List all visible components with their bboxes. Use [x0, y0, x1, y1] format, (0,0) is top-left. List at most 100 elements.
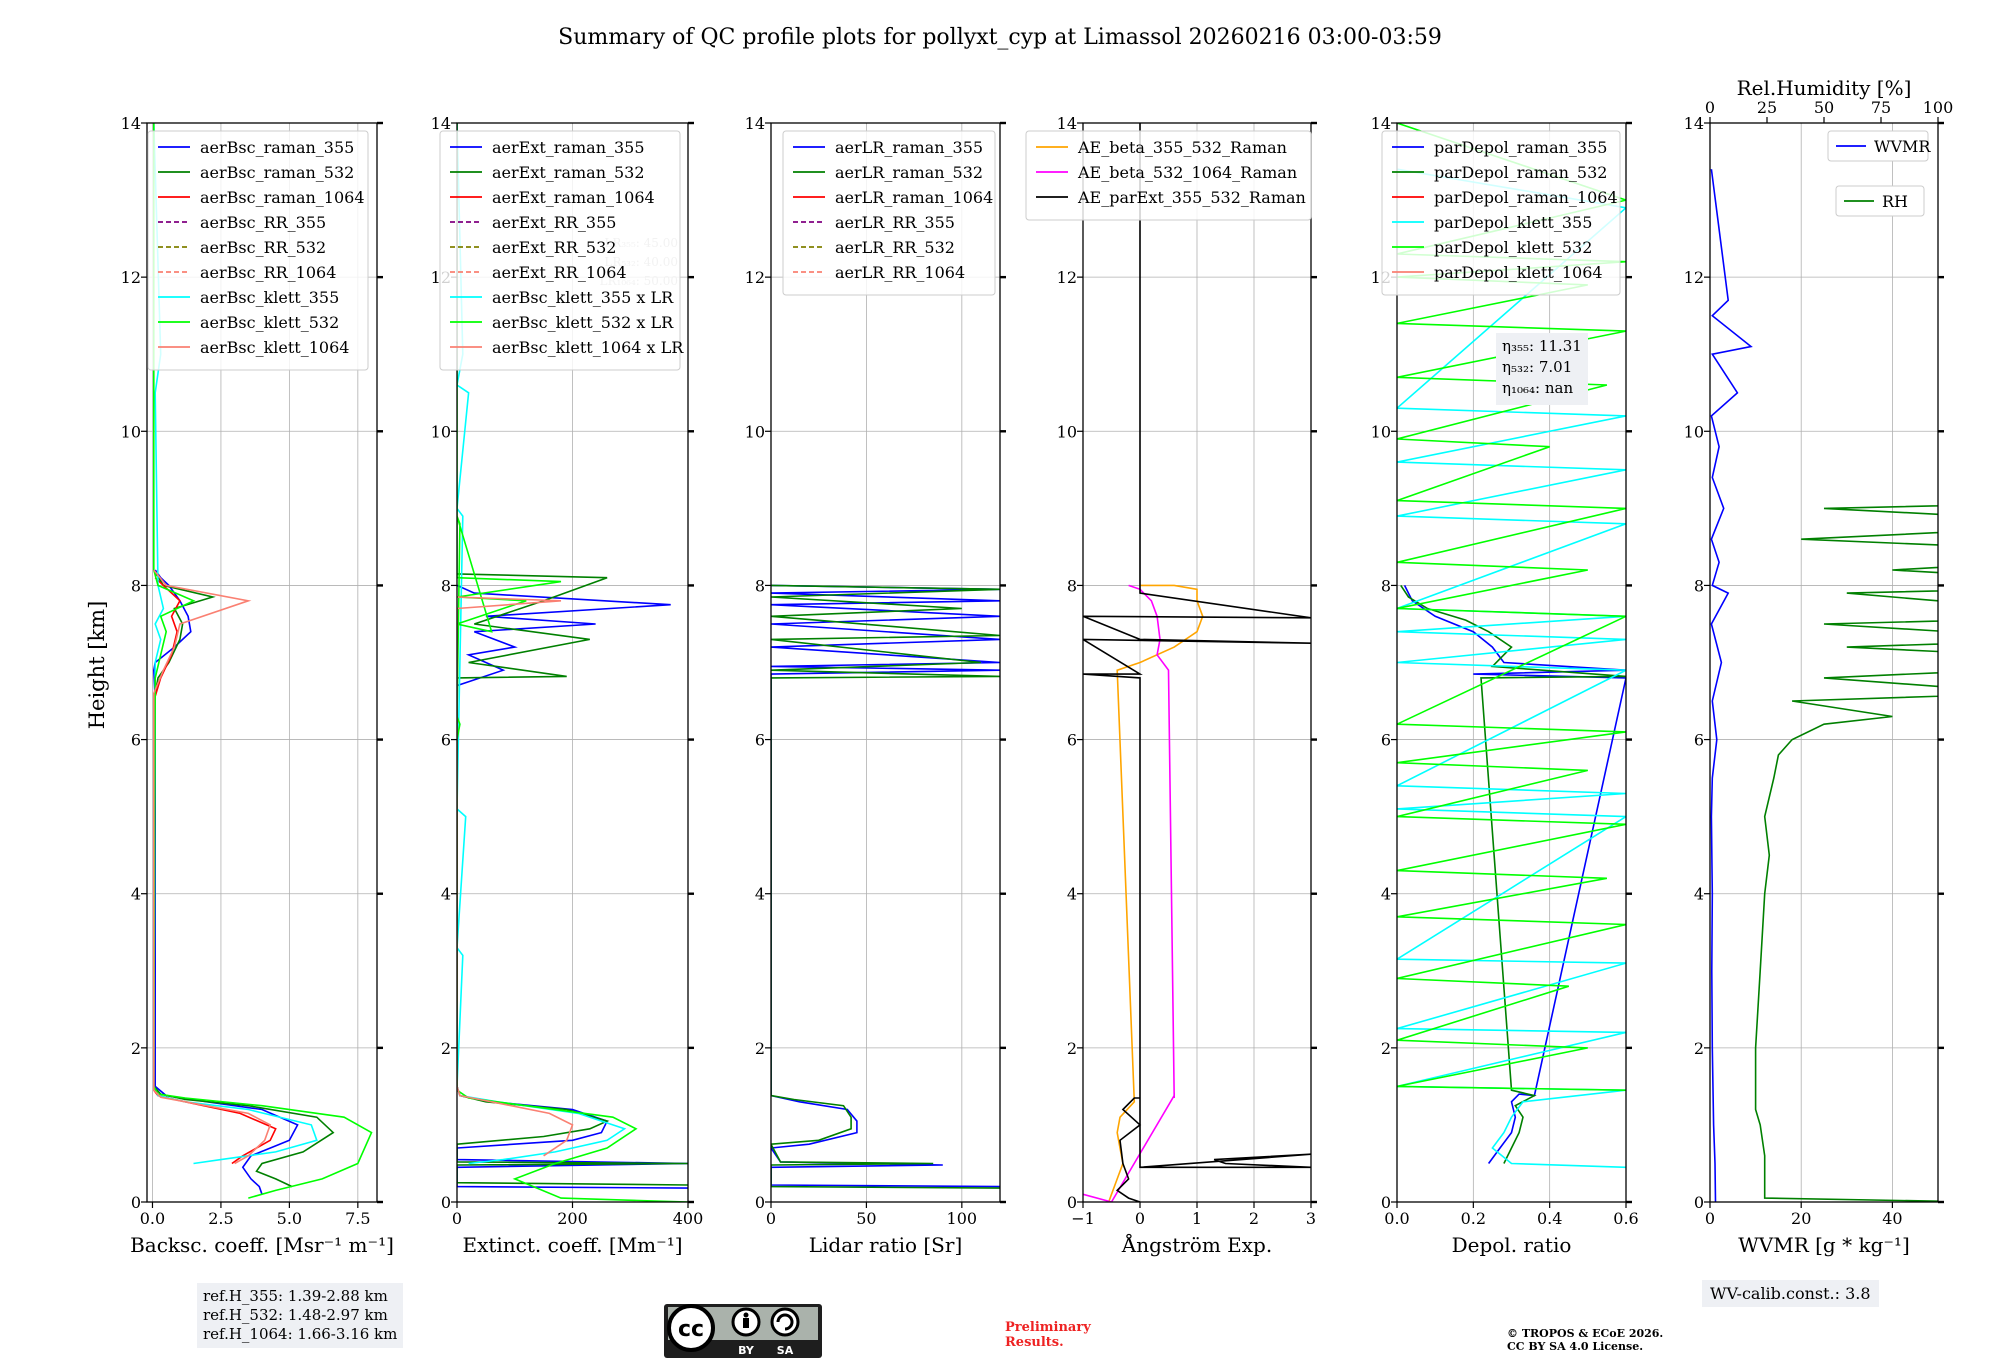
- legend-label: aerExt_raman_532: [492, 163, 645, 182]
- axes-frame: [146, 122, 378, 1203]
- x-axis-label: Backsc. coeff. [Msr⁻¹ m⁻¹]: [130, 1233, 394, 1257]
- panel-lidar_ratio: 0 2 4 6 8 10 12 14 0 50 100 Lidar ratio [Sr] aerLR_r…: [745, 114, 1006, 1257]
- x-tick-label: 0.0: [140, 1209, 165, 1228]
- legend-label: parDepol_raman_1064: [1434, 188, 1618, 207]
- series-aerBsc_klett_355 x LR: [457, 123, 627, 1165]
- legend-label: aerBsc_klett_1064: [200, 338, 349, 357]
- x-tick-label: 7.5: [345, 1209, 370, 1228]
- legend-label: aerBsc_klett_532 x LR: [492, 313, 674, 332]
- legend-label: parDepol_raman_355: [1434, 138, 1607, 157]
- ref-height-1064: ref.H_1064: 1.66-3.16 km: [203, 1325, 398, 1343]
- y-tick-label: 8: [441, 576, 451, 595]
- x-axis-label: WVMR [g * kg⁻¹]: [1738, 1233, 1910, 1257]
- series-aerBsc_klett_1064 x LR: [457, 596, 574, 1157]
- axes-frame: [1396, 122, 1627, 1203]
- y-tick-label: 0: [1067, 1193, 1077, 1212]
- legend-label: RH: [1882, 192, 1908, 211]
- legend-label: AE_parExt_355_532_Raman: [1077, 188, 1306, 207]
- series-AE_beta_355_532_Raman: [1107, 584, 1204, 1202]
- legend-box: [1025, 130, 1312, 221]
- legend-label: aerBsc_RR_1064: [200, 263, 336, 282]
- y-tick-label: 10: [745, 422, 765, 441]
- x-tick-label: 1: [1192, 1209, 1202, 1228]
- y-tick-label: 14: [1371, 114, 1391, 133]
- x-tick-label: 0.2: [1461, 1209, 1486, 1228]
- series-aerBsc_klett_1064: [153, 569, 272, 1165]
- y-tick-label: 0: [755, 1193, 765, 1212]
- y-tick-label: 2: [441, 1039, 451, 1058]
- x-tick-label: 400: [673, 1209, 704, 1228]
- x-tick-label: 2.5: [208, 1209, 233, 1228]
- y-tick-label: 0: [441, 1193, 451, 1212]
- svg-text:cc: cc: [678, 1317, 704, 1342]
- legend-label: aerExt_raman_1064: [492, 188, 655, 207]
- x-tick-label: 2: [1249, 1209, 1259, 1228]
- top-x-tick-label: 25: [1757, 98, 1777, 117]
- legend-label: aerLR_raman_355: [835, 138, 983, 157]
- legend-label: aerLR_RR_1064: [835, 263, 965, 282]
- cc-sa-label: SA: [777, 1344, 794, 1357]
- legend-box: [439, 130, 681, 371]
- series-parDepol_raman_355: [1403, 585, 1626, 1164]
- y-tick-label: 0: [131, 1193, 141, 1212]
- y-axis-label: Height [km]: [85, 601, 109, 730]
- eta-label: η₁₀₆₄: nan: [1502, 379, 1573, 397]
- series-AE_parExt_355_532_Raman: [1083, 123, 1311, 1202]
- legend-label: aerBsc_raman_355: [200, 138, 354, 157]
- x-tick-label: 0.0: [1384, 1209, 1409, 1228]
- top-x-tick-label: 0: [1705, 98, 1715, 117]
- y-tick-label: 4: [441, 885, 451, 904]
- y-tick-label: 6: [1381, 731, 1391, 750]
- x-tick-label: 50: [856, 1209, 876, 1228]
- series-aerExt_raman_532: [457, 573, 688, 1186]
- series-aerLR_raman_532: [771, 584, 1000, 1189]
- top-x-axis-label: Rel.Humidity [%]: [1737, 76, 1912, 100]
- x-tick-label: 0.4: [1537, 1209, 1562, 1228]
- y-tick-label: 12: [1057, 268, 1077, 287]
- wv-calibration-box: WV-calib.const.: 3.8: [1702, 1280, 1879, 1307]
- y-tick-label: 4: [1067, 885, 1077, 904]
- x-tick-label: 200: [557, 1209, 588, 1228]
- y-tick-label: 6: [755, 731, 765, 750]
- legend-label: aerExt_RR_1064: [492, 263, 627, 282]
- panel-backscatter: 0 2 4 6 8 10 12 14 0.0 2.5 5.0 7.5 Backsc. coeff. [M…: [121, 114, 394, 1257]
- ref-height-355: ref.H_355: 1.39-2.88 km: [203, 1287, 388, 1305]
- legend-label: aerLR_raman_532: [835, 163, 983, 182]
- x-tick-label: 0: [452, 1209, 462, 1228]
- eta-label: η₅₃₂: 7.01: [1502, 358, 1572, 376]
- y-tick-label: 6: [441, 731, 451, 750]
- eta-box: [1496, 333, 1588, 405]
- ref-height-532: ref.H_532: 1.48-2.97 km: [203, 1306, 388, 1324]
- copyright-line-1: © TROPOS & ECoE 2026.: [1507, 1327, 1664, 1340]
- y-tick-label: 8: [131, 576, 141, 595]
- x-tick-label: 0: [1135, 1209, 1145, 1228]
- y-tick-label: 10: [1371, 422, 1391, 441]
- series-group: [771, 584, 1000, 1189]
- legend-label: aerExt_raman_355: [492, 138, 645, 157]
- x-axis-label: Extinct. coeff. [Mm⁻¹]: [462, 1233, 682, 1257]
- copyright-note: © TROPOS & ECoE 2026. CC BY SA 4.0 Licen…: [1507, 1327, 1663, 1353]
- y-tick-label: 4: [131, 885, 141, 904]
- legend-box: [1835, 185, 1925, 217]
- series-parDepol_klett_532: [1397, 123, 1626, 1091]
- y-tick-label: 12: [121, 268, 141, 287]
- y-tick-label: 14: [745, 114, 765, 133]
- cc-icon: [667, 1304, 715, 1352]
- y-tick-label: 2: [1694, 1039, 1704, 1058]
- y-tick-label: 10: [1057, 422, 1077, 441]
- legend-label: aerBsc_klett_532: [200, 313, 339, 332]
- share-alike-icon: [770, 1307, 800, 1337]
- x-tick-label: 0: [1705, 1209, 1715, 1228]
- x-tick-label: 0.6: [1613, 1209, 1638, 1228]
- x-axis-label: Ångström Exp.: [1121, 1232, 1272, 1257]
- y-tick-label: 14: [431, 114, 451, 133]
- series-AE_beta_532_1064_Raman: [1083, 584, 1175, 1202]
- y-tick-label: 2: [131, 1039, 141, 1058]
- legend-label: aerExt_RR_355: [492, 213, 616, 232]
- y-tick-label: 2: [1381, 1039, 1391, 1058]
- series-aerBsc_raman_532: [153, 569, 335, 1188]
- legend-box: [147, 130, 369, 371]
- y-tick-label: 4: [1694, 885, 1704, 904]
